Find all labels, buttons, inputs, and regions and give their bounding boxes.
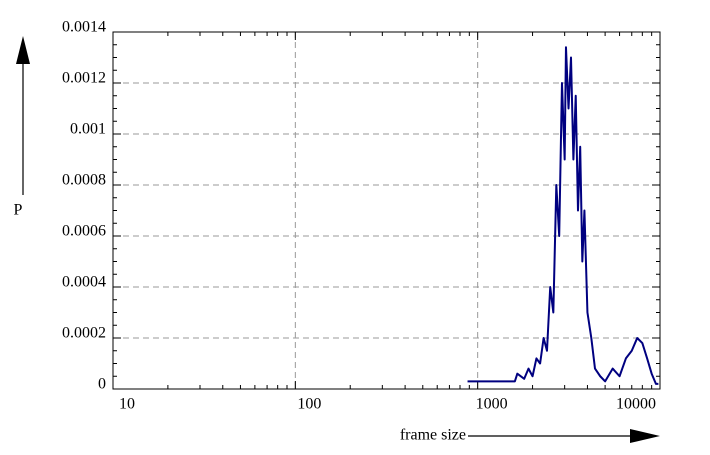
- y-tick-label: 0.0006: [62, 223, 106, 240]
- x-tick-label: 1000: [476, 396, 508, 413]
- x-tick-label: 10000: [616, 396, 656, 413]
- y-tick-label: 0.0008: [62, 172, 106, 189]
- x-axis-label: frame size: [400, 427, 466, 444]
- x-tick-label: 10: [119, 396, 135, 413]
- y-tick-label: 0.0012: [62, 70, 106, 87]
- data-line: [467, 46, 659, 385]
- x-arrow-head: [630, 429, 660, 443]
- y-tick-label: 0.001: [70, 121, 106, 138]
- y-arrow-head: [16, 36, 30, 64]
- y-tick-label: 0.0014: [62, 19, 106, 36]
- y-tick-label: 0: [98, 376, 106, 393]
- y-tick-label: 0.0004: [62, 274, 106, 291]
- plot-frame: [112, 31, 661, 390]
- y-tick-label: 0.0002: [62, 325, 106, 342]
- x-tick-label: 100: [297, 396, 321, 413]
- y-axis-label: P: [14, 202, 23, 219]
